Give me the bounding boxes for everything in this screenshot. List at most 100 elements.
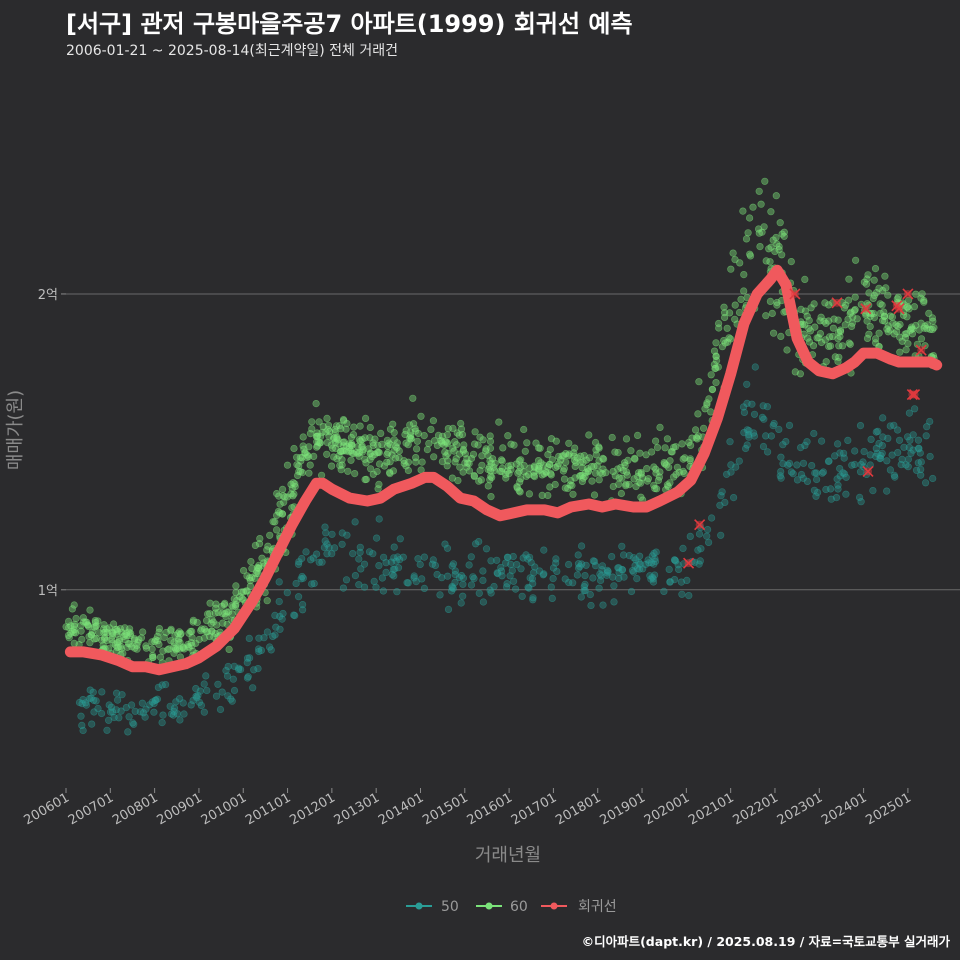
scatter-point-50 [834, 485, 842, 493]
scatter-point-60 [791, 368, 799, 376]
scatter-point-60 [276, 509, 284, 517]
scatter-point-60 [707, 371, 715, 379]
scatter-point-50 [195, 698, 203, 706]
scatter-point-50 [118, 691, 126, 699]
scatter-point-50 [203, 686, 211, 695]
scatter-point-60 [712, 339, 720, 347]
scatter-point-60 [256, 534, 264, 543]
scatter-point-50 [410, 572, 418, 580]
scatter-point-60 [822, 358, 830, 366]
scatter-point-60 [886, 312, 894, 320]
x-tick-label: 202201 [730, 790, 780, 828]
scatter-point-60 [70, 601, 78, 609]
scatter-point-60 [813, 334, 821, 342]
scatter-point-60 [560, 475, 569, 483]
scatter-point-50 [152, 696, 160, 704]
scatter-point-60 [884, 328, 892, 336]
scatter-point-50 [497, 563, 505, 572]
scatter-point-60 [117, 645, 125, 653]
scatter-point-60 [656, 468, 664, 476]
scatter-point-60 [283, 461, 292, 469]
scatter-point-60 [889, 319, 897, 327]
scatter-point-60 [609, 482, 617, 491]
scatter-point-60 [831, 353, 839, 361]
scatter-point-60 [449, 444, 457, 452]
scatter-point-60 [315, 438, 323, 446]
scatter-point-50 [394, 553, 402, 561]
scatter-point-60 [842, 301, 850, 309]
scatter-point-50 [797, 470, 806, 479]
scatter-point-60 [631, 455, 639, 463]
scatter-point-50 [472, 540, 480, 548]
scatter-point-50 [158, 718, 166, 727]
scatter-point-60 [239, 588, 247, 596]
scatter-point-60 [228, 610, 236, 618]
scatter-point-60 [240, 566, 248, 575]
scatter-point-60 [592, 446, 600, 454]
scatter-point-60 [672, 470, 680, 479]
legend-swatch-regression-dot [550, 902, 558, 910]
scatter-point-60 [725, 309, 734, 317]
scatter-point-60 [380, 462, 389, 470]
scatter-point-60 [523, 439, 531, 447]
x-tick-label: 201801 [553, 790, 603, 828]
scatter-point-50 [718, 488, 726, 496]
scatter-point-60 [477, 476, 485, 484]
scatter-point-60 [727, 265, 735, 273]
scatter-point-50 [818, 469, 826, 477]
scatter-point-50 [803, 438, 811, 446]
scatter-point-60 [471, 428, 479, 436]
scatter-point-60 [467, 454, 476, 463]
scatter-point-60 [545, 460, 554, 469]
scatter-point-50 [912, 466, 921, 474]
scatter-point-50 [250, 666, 258, 674]
chart-subtitle: 2006-01-21 ~ 2025-08-14(최근계약일) 전체 거래건 [66, 43, 398, 59]
scatter-point-50 [652, 548, 660, 556]
scatter-point-50 [216, 705, 225, 714]
scatter-point-60 [755, 187, 763, 195]
scatter-point-50 [620, 573, 628, 581]
scatter-point-60 [88, 628, 96, 636]
scatter-point-50 [339, 584, 348, 592]
scatter-point-50 [393, 588, 401, 596]
scatter-point-60 [739, 207, 747, 215]
scatter-point-60 [746, 252, 755, 260]
scatter-point-60 [70, 639, 78, 648]
scatter-point-50 [926, 452, 934, 461]
scatter-point-50 [748, 400, 756, 408]
scatter-point-60 [219, 619, 227, 627]
scatter-point-50 [263, 628, 272, 636]
scatter-point-50 [598, 566, 606, 574]
scatter-point-50 [914, 436, 923, 444]
scatter-point-60 [471, 440, 479, 448]
scatter-point-50 [444, 605, 453, 614]
scatter-point-50 [872, 444, 880, 453]
scatter-point-50 [267, 646, 275, 654]
scatter-point-50 [695, 530, 704, 538]
scatter-point-60 [273, 526, 281, 534]
scatter-point-60 [373, 467, 381, 476]
scatter-point-60 [315, 418, 323, 426]
scatter-point-60 [269, 518, 277, 526]
scatter-point-60 [740, 287, 748, 295]
scatter-point-50 [310, 579, 318, 588]
scatter-point-50 [878, 449, 886, 457]
scatter-point-50 [531, 563, 539, 571]
scatter-point-50 [883, 487, 891, 495]
scatter-point-60 [701, 405, 709, 413]
scatter-point-60 [766, 297, 775, 306]
scatter-point-60 [420, 432, 428, 440]
scatter-point-50 [647, 559, 656, 567]
scatter-point-60 [221, 599, 229, 608]
scatter-point-50 [530, 569, 538, 577]
scatter-point-50 [97, 709, 106, 718]
scatter-point-50 [685, 591, 693, 600]
scatter-point-60 [642, 451, 650, 459]
scatter-point-50 [803, 477, 812, 486]
scatter-point-60 [328, 444, 337, 452]
scatter-point-60 [860, 278, 869, 286]
scatter-point-60 [650, 463, 658, 471]
scatter-point-60 [386, 425, 395, 433]
x-tick-label: 201201 [287, 790, 337, 828]
scatter-point-60 [386, 470, 394, 478]
